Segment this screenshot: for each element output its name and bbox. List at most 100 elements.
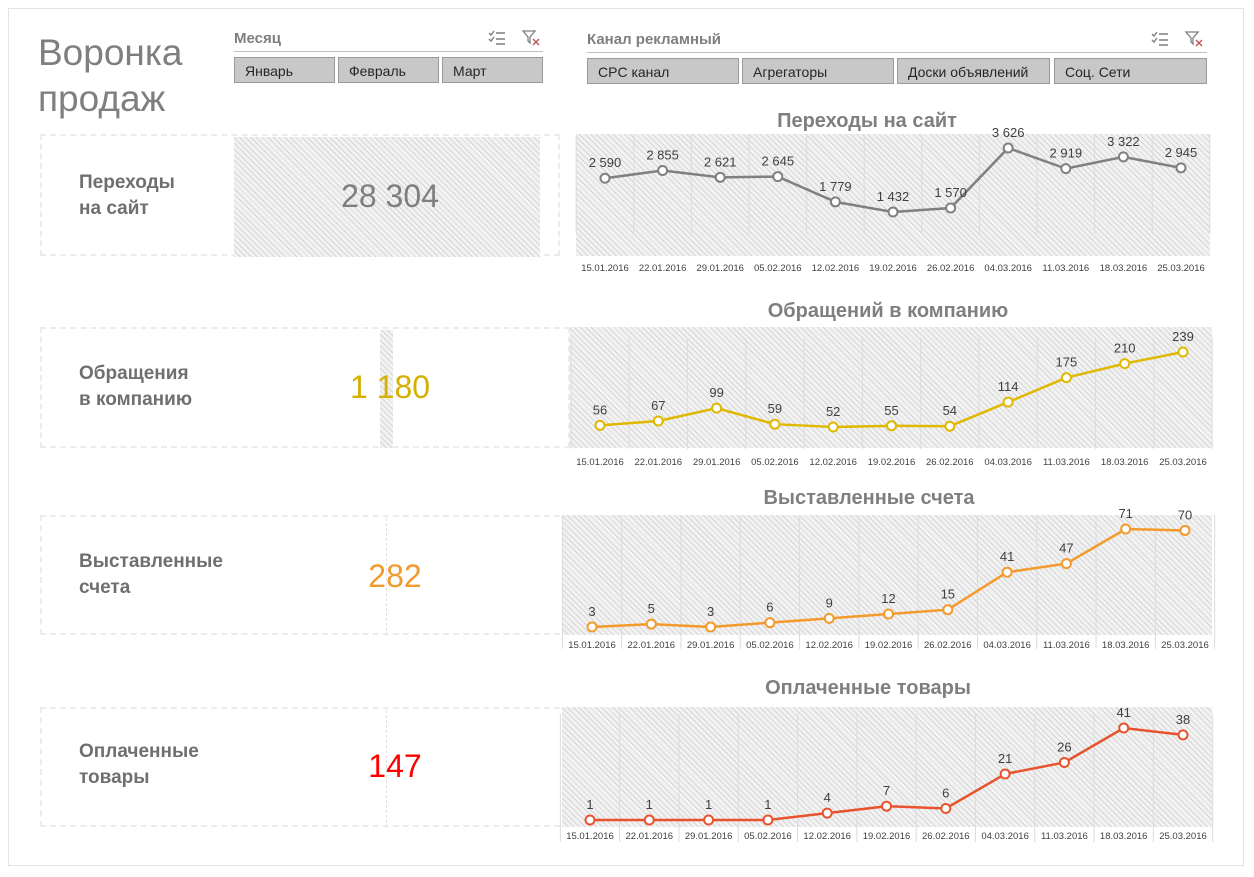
- kpi-label-line2: на сайт: [79, 198, 149, 219]
- x-tick-label: 22.01.2016: [628, 640, 676, 651]
- data-point: [1117, 151, 1129, 163]
- slicer-button-social[interactable]: Соц. Сети: [1054, 58, 1207, 84]
- kpi-bar-requests: [380, 330, 393, 448]
- slicer-button-classifieds[interactable]: Доски объявлений: [897, 58, 1050, 84]
- data-label: 2 621: [704, 154, 737, 169]
- data-label: 1: [586, 797, 593, 812]
- data-point: [652, 415, 664, 427]
- x-tick-label: 22.01.2016: [626, 831, 674, 842]
- data-point: [599, 172, 611, 184]
- x-tick-label: 11.03.2016: [1043, 457, 1090, 468]
- kpi-bar-invoices: [386, 518, 387, 636]
- data-label: 1: [646, 797, 653, 812]
- x-tick-label: 25.03.2016: [1161, 640, 1209, 651]
- data-label: 12: [881, 591, 895, 606]
- data-point: [887, 206, 899, 218]
- x-tick-label: 18.03.2016: [1102, 640, 1150, 651]
- data-label: 1 779: [819, 179, 852, 194]
- channel-slicer-title: Канал рекламный: [587, 31, 722, 48]
- data-label: 71: [1118, 506, 1132, 521]
- clear-filter-icon[interactable]: [521, 29, 541, 47]
- data-point: [944, 420, 956, 432]
- data-point: [764, 617, 776, 629]
- chart-title-paid: Оплаченные товары: [765, 677, 971, 699]
- x-tick-label: 05.02.2016: [744, 831, 792, 842]
- month-slicer-header: Месяц: [234, 27, 543, 52]
- x-tick-label: 29.01.2016: [696, 263, 744, 274]
- data-label: 2 945: [1165, 145, 1198, 160]
- chart-title-visits: Переходы на сайт: [777, 110, 957, 132]
- data-point: [940, 803, 952, 814]
- data-label: 54: [943, 403, 957, 418]
- data-label: 2 590: [589, 155, 622, 170]
- data-point: [769, 418, 781, 430]
- data-label: 3 322: [1107, 134, 1140, 149]
- slicer-button-aggregators[interactable]: Агрегаторы: [742, 58, 894, 84]
- data-point: [1060, 558, 1072, 570]
- channel-slicer-header: Канал рекламный: [587, 28, 1207, 53]
- multi-select-icon[interactable]: [1150, 30, 1170, 48]
- month-slicer-title: Месяц: [234, 30, 281, 47]
- kpi-value-invoices: 282: [368, 558, 422, 594]
- data-point: [594, 419, 606, 431]
- data-label: 15: [941, 587, 955, 602]
- kpi-label-paid: Оплаченные товары: [79, 739, 199, 791]
- data-label: 38: [1176, 712, 1190, 727]
- data-point: [1177, 729, 1189, 741]
- slicer-button-january[interactable]: Январь: [234, 57, 335, 83]
- data-point: [1177, 346, 1189, 358]
- channel-slicer: Канал рекламный CPC канал Агрегаторы Дос…: [587, 28, 1207, 88]
- data-label: 3: [707, 604, 714, 619]
- data-point: [1058, 757, 1070, 768]
- x-tick-label: 11.03.2016: [1043, 640, 1090, 651]
- slicer-button-march[interactable]: Март: [442, 57, 543, 83]
- x-tick-label: 25.03.2016: [1159, 457, 1207, 468]
- data-label: 59: [768, 401, 782, 416]
- data-label: 4: [824, 790, 831, 805]
- data-point: [1001, 566, 1013, 578]
- kpi-label-visits: Переходы на сайт: [79, 170, 175, 222]
- x-tick-label: 19.02.2016: [868, 457, 916, 468]
- data-point: [1119, 358, 1131, 370]
- x-tick-label: 26.02.2016: [926, 457, 974, 468]
- data-point: [586, 621, 598, 633]
- data-label: 55: [884, 403, 898, 418]
- x-tick-label: 26.02.2016: [924, 640, 972, 651]
- multi-select-icon[interactable]: [487, 29, 507, 47]
- data-point: [881, 800, 892, 812]
- data-point: [1002, 142, 1014, 154]
- kpi-label-line1: Обращения: [79, 363, 189, 384]
- kpi-bar-visits: [234, 137, 540, 257]
- data-label: 41: [1000, 549, 1014, 564]
- x-tick-label: 05.02.2016: [754, 263, 802, 274]
- slicer-button-cpc[interactable]: CPC канал: [587, 58, 739, 84]
- clear-filter-icon[interactable]: [1184, 30, 1204, 48]
- kpi-label-line2: счета: [79, 577, 131, 598]
- slicer-button-february[interactable]: Февраль: [338, 57, 439, 83]
- x-tick-label: 19.02.2016: [865, 640, 913, 651]
- data-label: 56: [593, 402, 607, 417]
- x-tick-label: 05.02.2016: [751, 457, 799, 468]
- x-tick-label: 15.01.2016: [568, 640, 616, 651]
- x-tick-label: 26.02.2016: [927, 263, 975, 274]
- x-tick-label: 29.01.2016: [687, 640, 735, 651]
- data-label: 239: [1172, 329, 1194, 344]
- month-slicer: Месяц Январь Февраль Март: [234, 27, 543, 87]
- data-point: [657, 164, 669, 176]
- data-point: [1002, 396, 1014, 408]
- data-point: [1179, 524, 1191, 536]
- data-label: 99: [709, 385, 723, 400]
- data-point: [643, 814, 655, 826]
- data-point: [945, 202, 957, 214]
- kpi-value-visits: 28 304: [341, 178, 439, 214]
- data-label: 3 626: [992, 125, 1025, 140]
- data-point: [999, 768, 1011, 780]
- x-tick-label: 22.01.2016: [635, 457, 683, 468]
- data-label: 210: [1114, 341, 1136, 356]
- x-tick-label: 18.03.2016: [1100, 831, 1148, 842]
- x-tick-label: 22.01.2016: [639, 263, 687, 274]
- data-label: 175: [1056, 355, 1078, 370]
- x-tick-label: 05.02.2016: [746, 640, 794, 651]
